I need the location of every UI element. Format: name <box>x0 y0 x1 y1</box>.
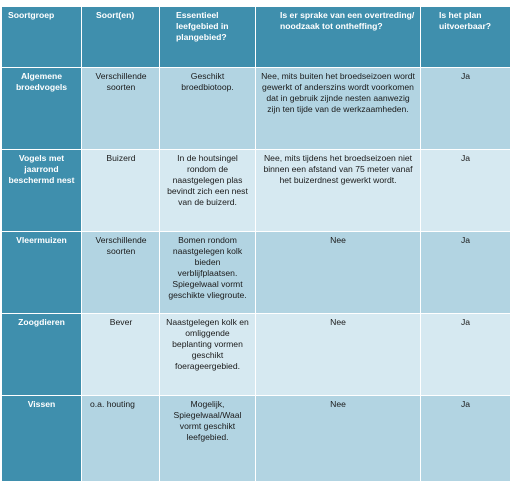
row-soorten: Verschillende soorten <box>81 67 160 150</box>
row-soortgroep: Vogels met jaarrond beschermd nest <box>1 149 82 232</box>
row-leefgebied: Naastgelegen kolk en omliggende beplanti… <box>159 313 256 396</box>
header-uitvoerbaar: Is het plan uitvoerbaar? <box>420 6 511 68</box>
table-row: Algemene broedvogels Verschillende soort… <box>1 67 511 150</box>
header-soortgroep: Soortgroep <box>1 6 82 68</box>
header-soorten: Soort(en) <box>81 6 160 68</box>
row-leefgebied: Bomen rondom naastgelegen kolk bieden ve… <box>159 231 256 314</box>
table-header-row: Soortgroep Soort(en) Essentieel leefgebi… <box>1 6 511 68</box>
species-assessment-table-wrapper: Soortgroep Soort(en) Essentieel leefgebi… <box>1 6 511 482</box>
table-row: Zoogdieren Bever Naastgelegen kolk en om… <box>1 313 511 396</box>
row-uitvoerbaar: Ja <box>420 231 511 314</box>
row-overtreding: Nee, mits tijdens het broedseizoen niet … <box>255 149 421 232</box>
row-overtreding: Nee <box>255 313 421 396</box>
row-uitvoerbaar: Ja <box>420 67 511 150</box>
row-overtreding: Nee <box>255 231 421 314</box>
table-row: Vogels met jaarrond beschermd nest Buize… <box>1 149 511 232</box>
row-soorten: Bever <box>81 313 160 396</box>
row-uitvoerbaar: Ja <box>420 149 511 232</box>
table-row: Vissen o.a. houting Mogelijk, Spiegelwaa… <box>1 395 511 482</box>
row-soortgroep: Algemene broedvogels <box>1 67 82 150</box>
row-leefgebied: Mogelijk, Spiegelwaal/Waal vormt geschik… <box>159 395 256 482</box>
header-leefgebied: Essentieel leefgebied in plangebied? <box>159 6 256 68</box>
row-soorten: Buizerd <box>81 149 160 232</box>
row-overtreding: Nee <box>255 395 421 482</box>
row-soorten: Verschillende soorten <box>81 231 160 314</box>
table-row: Vleermuizen Verschillende soorten Bomen … <box>1 231 511 314</box>
row-leefgebied: Geschikt broedbiotoop. <box>159 67 256 150</box>
row-overtreding: Nee, mits buiten het broedseizoen wordt … <box>255 67 421 150</box>
header-overtreding: Is er sprake van een overtreding/ noodza… <box>255 6 421 68</box>
row-soortgroep: Vissen <box>1 395 82 482</box>
row-soortgroep: Zoogdieren <box>1 313 82 396</box>
row-soorten: o.a. houting <box>81 395 160 482</box>
row-uitvoerbaar: Ja <box>420 313 511 396</box>
species-assessment-table: Soortgroep Soort(en) Essentieel leefgebi… <box>1 6 511 482</box>
row-uitvoerbaar: Ja <box>420 395 511 482</box>
row-leefgebied: In de houtsingel rondom de naastgelegen … <box>159 149 256 232</box>
row-soortgroep: Vleermuizen <box>1 231 82 314</box>
